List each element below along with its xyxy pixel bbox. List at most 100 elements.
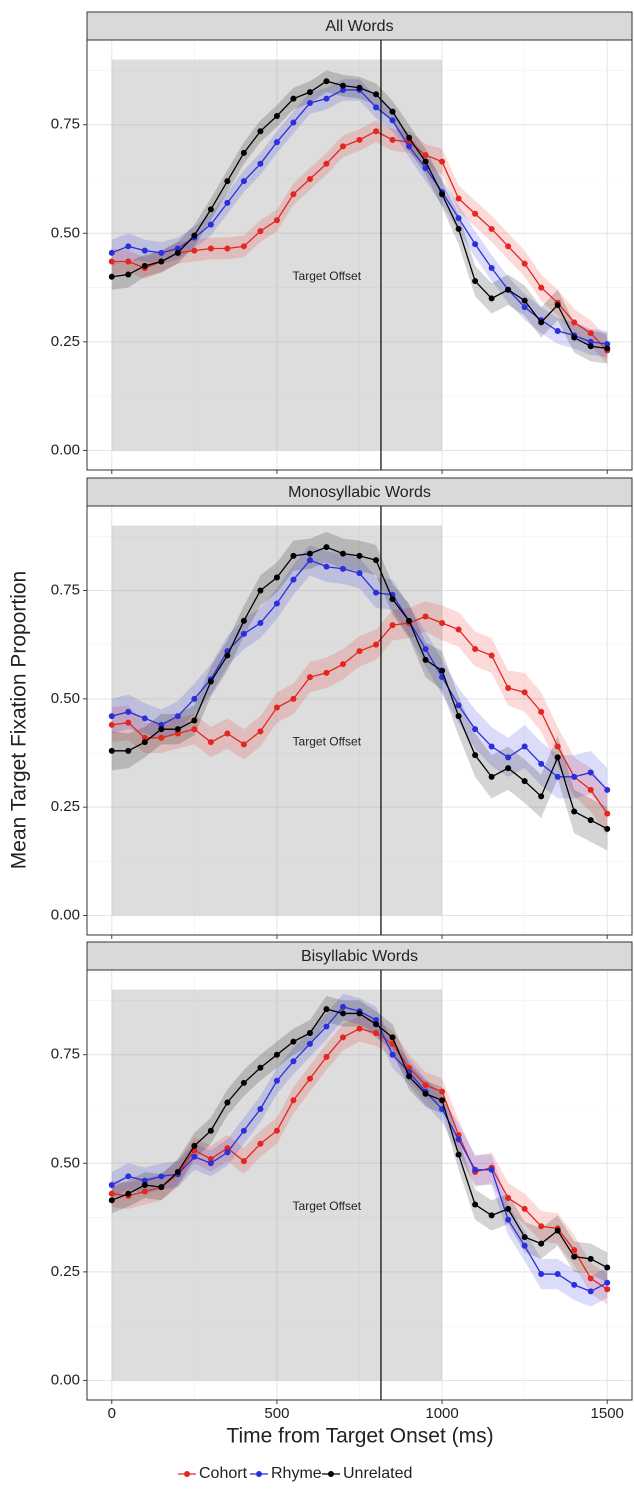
data-point: [323, 1006, 330, 1013]
facet-strip: [86, 941, 633, 971]
data-point: [356, 84, 363, 91]
data-point: [554, 328, 561, 335]
data-point: [339, 550, 346, 557]
data-point: [306, 550, 313, 557]
data-point: [257, 1105, 264, 1112]
data-point: [257, 728, 264, 735]
data-point: [273, 1127, 280, 1134]
data-point: [108, 747, 115, 754]
data-point: [587, 330, 594, 337]
data-point: [521, 1234, 528, 1241]
data-point: [108, 721, 115, 728]
data-point: [406, 617, 413, 624]
y-tick-label: 0.00: [51, 1371, 80, 1388]
data-point: [306, 99, 313, 106]
data-point: [554, 773, 561, 780]
data-point: [538, 708, 545, 715]
data-point: [389, 622, 396, 629]
data-point: [505, 1216, 512, 1223]
data-point: [339, 565, 346, 572]
data-point: [422, 656, 429, 663]
data-point: [207, 1160, 214, 1167]
data-point: [339, 86, 346, 93]
data-point: [356, 136, 363, 143]
data-point: [422, 613, 429, 620]
data-point: [439, 1105, 446, 1112]
data-point: [554, 754, 561, 761]
data-point: [290, 1038, 297, 1045]
data-point: [373, 557, 380, 564]
data-point: [306, 1075, 313, 1082]
data-point: [521, 778, 528, 785]
data-point: [125, 708, 132, 715]
x-axis-label: Time from Target Onset (ms): [226, 1425, 493, 1448]
data-point: [604, 786, 611, 793]
annotation: Target Offset: [293, 734, 362, 748]
data-point: [571, 1253, 578, 1260]
data-point: [323, 1023, 330, 1030]
data-point: [505, 1205, 512, 1212]
data-point: [472, 278, 479, 285]
data-point: [505, 765, 512, 772]
data-point: [125, 271, 132, 278]
data-point: [604, 345, 611, 352]
data-point: [472, 241, 479, 248]
data-point: [174, 249, 181, 256]
data-point: [373, 1029, 380, 1036]
data-point: [472, 726, 479, 733]
data-point: [108, 1197, 115, 1204]
data-point: [141, 739, 148, 746]
data-point: [273, 113, 280, 120]
data-point: [571, 1281, 578, 1288]
data-point: [373, 641, 380, 648]
data-point: [604, 341, 611, 348]
data-point: [571, 808, 578, 815]
data-point: [587, 338, 594, 345]
data-point: [472, 752, 479, 759]
data-point: [224, 199, 231, 206]
data-point: [290, 552, 297, 559]
data-point: [339, 661, 346, 668]
data-point: [257, 1064, 264, 1071]
data-point: [356, 1010, 363, 1017]
data-point: [373, 91, 380, 98]
data-point: [373, 1021, 380, 1028]
data-point: [505, 243, 512, 250]
data-point: [257, 620, 264, 626]
data-point: [422, 1090, 429, 1097]
data-point: [323, 544, 330, 551]
data-point: [323, 1053, 330, 1060]
data-point: [604, 1264, 611, 1271]
data-point: [356, 648, 363, 655]
data-point: [224, 652, 231, 659]
shade-region: [111, 59, 443, 451]
data-point: [323, 160, 330, 167]
data-point: [158, 1184, 165, 1191]
data-point: [422, 152, 429, 159]
data-point: [158, 258, 165, 265]
data-point: [174, 1168, 181, 1175]
data-point: [439, 191, 446, 198]
data-point: [389, 108, 396, 115]
data-point: [521, 743, 528, 750]
data-point: [538, 1223, 545, 1230]
x-tick-label: 1500: [591, 1405, 624, 1422]
data-point: [587, 1288, 594, 1295]
data-point: [273, 600, 280, 607]
data-point: [455, 215, 462, 222]
ribbon: [111, 996, 608, 1283]
data-point: [389, 596, 396, 603]
data-point: [455, 702, 462, 709]
data-point: [108, 1182, 115, 1188]
data-point: [554, 1227, 561, 1234]
data-point: [290, 95, 297, 102]
data-point: [240, 741, 247, 748]
data-point: [356, 1025, 363, 1032]
data-point: [108, 713, 115, 720]
data-point: [339, 1034, 346, 1041]
data-point: [406, 1073, 413, 1080]
data-point: [158, 1173, 165, 1180]
data-point: [290, 191, 297, 198]
data-point: [538, 1271, 545, 1278]
data-point: [224, 1149, 231, 1156]
